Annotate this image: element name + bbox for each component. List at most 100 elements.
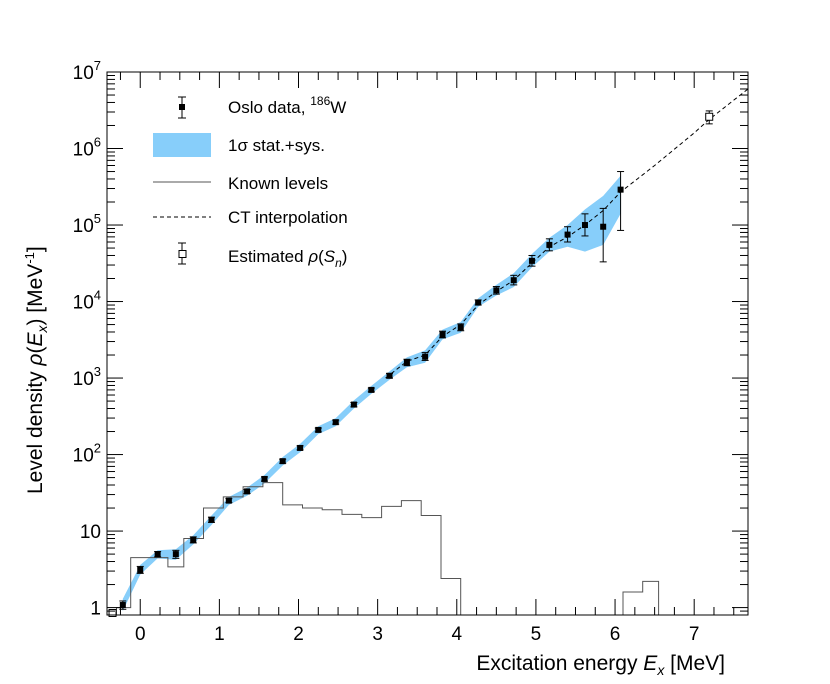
y-tick-base: 10 xyxy=(73,446,94,467)
x-tick-label: 7 xyxy=(689,624,700,645)
marker-filled-square xyxy=(350,401,357,408)
oslo-data-point xyxy=(367,386,375,393)
marker-filled-square xyxy=(261,475,268,482)
oslo-data-point xyxy=(314,426,322,433)
marker-filled-square xyxy=(600,223,607,230)
legend-oslo-marker xyxy=(179,104,185,110)
oslo-data-point xyxy=(207,516,215,523)
marker-filled-square xyxy=(581,222,588,229)
oslo-data-point xyxy=(457,323,465,332)
y-tick-label: 102 xyxy=(73,441,101,467)
marker-filled-square xyxy=(154,551,161,558)
y-tick-label: 103 xyxy=(73,364,101,390)
y-tick-base: 10 xyxy=(73,216,94,237)
oslo-data-point xyxy=(243,488,251,495)
marker-filled-square xyxy=(297,444,304,451)
legend-band-swatch xyxy=(153,133,211,157)
marker-filled-square xyxy=(422,353,429,360)
legend-sn-marker xyxy=(178,250,187,258)
marker-filled-square xyxy=(244,488,251,495)
y-tick-label: 10 xyxy=(80,522,101,543)
marker-filled-square xyxy=(225,497,232,504)
x-axis-label: Excitation energy Ex [MeV] xyxy=(476,652,725,678)
oslo-data-point xyxy=(564,226,572,243)
marker-filled-square xyxy=(493,287,500,294)
oslo-data-point xyxy=(332,419,340,426)
x-tick-label: 1 xyxy=(214,624,225,645)
oslo-data-point xyxy=(279,458,287,465)
known-levels-steps xyxy=(107,482,660,616)
band-area xyxy=(122,175,621,612)
data-points xyxy=(108,110,714,617)
marker-filled-square xyxy=(564,231,571,238)
x-tick-label: 6 xyxy=(610,624,621,645)
legend-entry-sn: Estimated ρ(Sn) xyxy=(178,242,347,270)
y-tick-base: 10 xyxy=(73,63,94,84)
marker-filled-square xyxy=(119,602,126,609)
oslo-data-point xyxy=(492,286,500,295)
legend-oslo-label: Oslo data, 186W xyxy=(228,94,346,117)
marker-open-square xyxy=(108,608,117,617)
oslo-data-point xyxy=(439,330,447,339)
marker-filled-square xyxy=(315,426,322,433)
oslo-data-point xyxy=(403,358,411,367)
oslo-data-point xyxy=(617,171,625,231)
x-tick-label: 4 xyxy=(451,624,462,645)
legend-sn-label: Estimated ρ(Sn) xyxy=(228,247,347,270)
legend-entry-known: Known levels xyxy=(153,174,328,193)
oslo-data-point xyxy=(189,536,197,544)
oslo-data-point xyxy=(545,238,553,252)
known-levels-histogram xyxy=(107,482,660,616)
y-tick-exponent: 3 xyxy=(94,364,101,379)
y-tick-label: 105 xyxy=(73,211,101,237)
oslo-data-point xyxy=(350,401,358,408)
oslo-data-point xyxy=(296,444,304,451)
y-axis-label: Level density ρ(Ex) [MeV-1] xyxy=(22,246,50,494)
plot-frame xyxy=(106,71,749,616)
y-tick-exponent: 7 xyxy=(94,58,101,73)
oslo-data-point xyxy=(581,213,589,237)
y-tick-exponent: 2 xyxy=(94,441,101,456)
x-tick-label: 5 xyxy=(531,624,542,645)
marker-filled-square xyxy=(457,324,464,331)
y-tick-exponent: 4 xyxy=(94,288,101,303)
oslo-data-point xyxy=(528,254,536,267)
marker-filled-square xyxy=(528,257,535,264)
x-tick-label: 0 xyxy=(135,624,146,645)
x-tick-label: 2 xyxy=(293,624,304,645)
uncertainty-band xyxy=(122,175,621,612)
x-axis-ticks: 0 1 2 3 4 5 6 7 xyxy=(119,72,735,645)
oslo-data-point xyxy=(599,207,607,263)
marker-open-square xyxy=(705,112,714,121)
marker-filled-square xyxy=(190,536,197,543)
y-tick-label: 1 xyxy=(90,599,101,620)
y-tick-label: 106 xyxy=(73,135,101,161)
legend-entry-oslo: Oslo data, 186W xyxy=(178,94,346,119)
marker-filled-square xyxy=(368,386,375,393)
marker-filled-square xyxy=(546,241,553,248)
y-tick-base: 10 xyxy=(73,140,94,161)
oslo-data-point xyxy=(136,565,144,574)
legend-band-label: 1σ stat.+sys. xyxy=(228,136,325,155)
oslo-data-point xyxy=(386,372,394,379)
legend-entry-band: 1σ stat.+sys. xyxy=(153,133,325,157)
y-tick-exponent: 5 xyxy=(94,211,101,226)
marker-filled-square xyxy=(172,551,179,558)
y-tick-base: 10 xyxy=(73,293,94,314)
y-tick-base: 10 xyxy=(73,369,94,390)
legend: Oslo data, 186W 1σ stat.+sys. Known leve… xyxy=(153,94,348,270)
marker-filled-square xyxy=(439,331,446,338)
oslo-data-point xyxy=(225,497,233,504)
oslo-data-point xyxy=(172,549,180,559)
marker-filled-square xyxy=(208,516,215,523)
x-tick-label: 3 xyxy=(372,624,383,645)
oslo-data-point xyxy=(154,551,162,558)
oslo-data-point xyxy=(474,299,482,306)
y-tick-exponent: 6 xyxy=(94,135,101,150)
marker-filled-square xyxy=(332,419,339,426)
marker-filled-square xyxy=(403,359,410,366)
marker-filled-square xyxy=(475,299,482,306)
